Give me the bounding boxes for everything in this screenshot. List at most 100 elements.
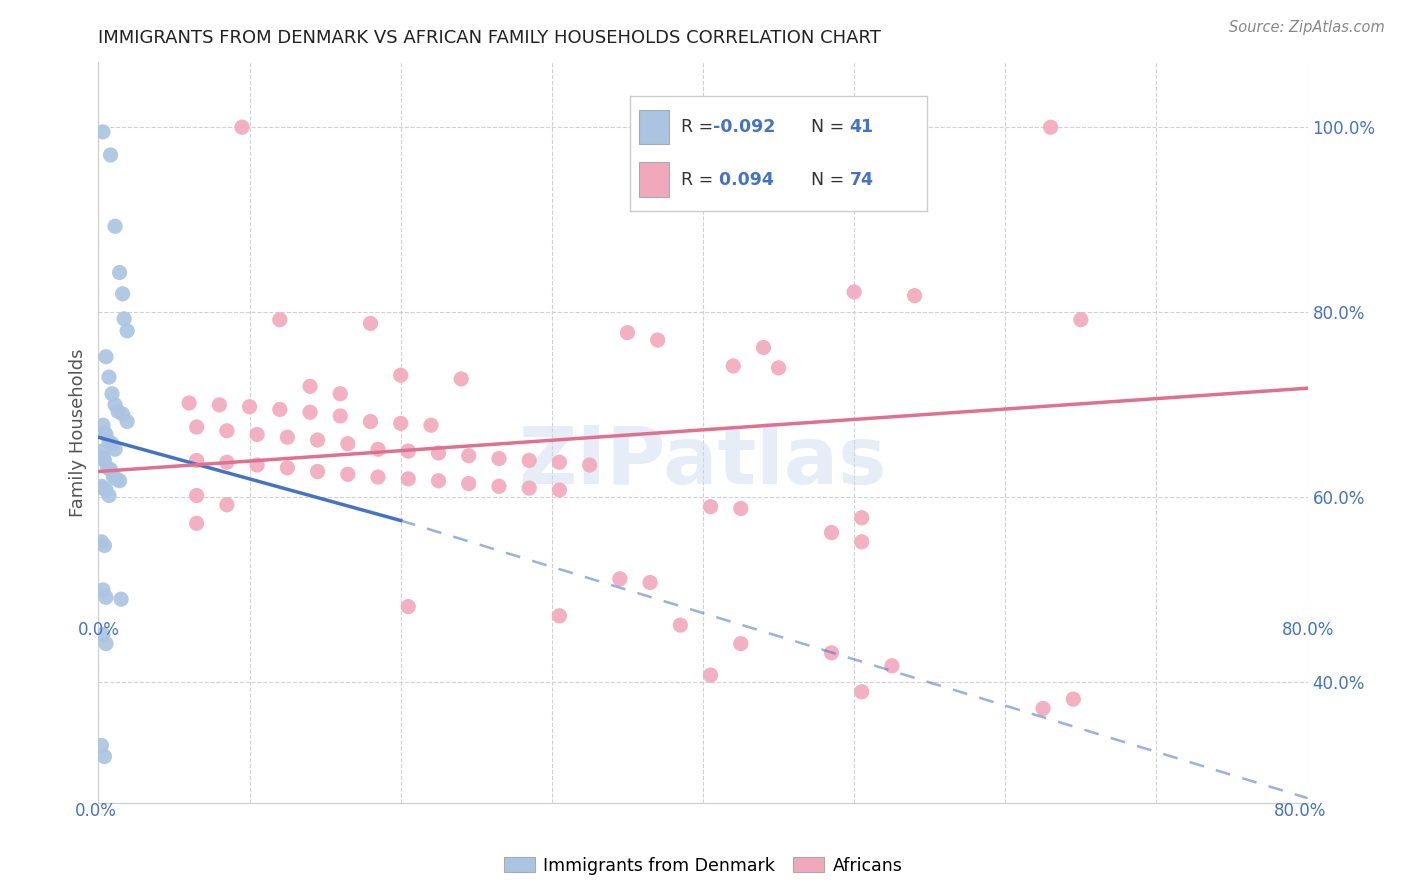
Point [1032, 701, 1054, 715]
Point [110, 592, 132, 607]
Point [1039, 120, 1062, 135]
Point [100, 462, 122, 476]
Point [1070, 312, 1092, 326]
Point [360, 317, 382, 331]
Text: ZIPatlas: ZIPatlas [519, 423, 887, 501]
Point [93, 539, 115, 553]
Point [367, 470, 389, 484]
Point [93, 453, 115, 467]
Point [186, 516, 208, 531]
Point [396, 599, 419, 614]
Point [105, 472, 128, 486]
Point [548, 608, 571, 623]
Point [276, 430, 298, 444]
Point [1062, 692, 1084, 706]
Point [450, 372, 472, 386]
Text: 80.0%: 80.0% [1281, 622, 1334, 640]
Point [186, 453, 208, 467]
Point [427, 474, 450, 488]
Point [699, 500, 721, 514]
Point [91, 125, 114, 139]
Point [548, 455, 571, 469]
Point [107, 404, 129, 418]
Point [299, 405, 322, 419]
Text: 80.0%: 80.0% [1274, 802, 1327, 820]
Point [488, 479, 510, 493]
Point [420, 418, 443, 433]
Point [94, 427, 117, 442]
Point [329, 386, 352, 401]
Point [108, 474, 131, 488]
Point [98, 370, 121, 384]
Point [336, 436, 359, 450]
Text: Source: ZipAtlas.com: Source: ZipAtlas.com [1229, 20, 1385, 35]
Point [186, 489, 208, 503]
Point [100, 148, 122, 162]
Legend: Immigrants from Denmark, Africans: Immigrants from Denmark, Africans [496, 850, 910, 881]
Point [90, 739, 112, 753]
Point [396, 472, 419, 486]
Text: 0.0%: 0.0% [77, 622, 120, 640]
Point [112, 311, 135, 326]
Point [844, 285, 866, 299]
Point [396, 444, 419, 458]
Point [517, 453, 540, 467]
Point [115, 415, 138, 429]
Point [851, 685, 873, 699]
Point [427, 446, 450, 460]
Point [111, 286, 134, 301]
Point [91, 418, 114, 433]
Point [103, 470, 125, 484]
Point [115, 324, 138, 338]
Point [820, 646, 842, 660]
Point [111, 407, 134, 421]
Point [104, 442, 127, 457]
Point [231, 120, 253, 135]
Point [307, 465, 329, 479]
Point [93, 425, 115, 440]
Point [94, 350, 117, 364]
Point [752, 341, 775, 355]
Text: IMMIGRANTS FROM DENMARK VS AFRICAN FAMILY HOUSEHOLDS CORRELATION CHART: IMMIGRANTS FROM DENMARK VS AFRICAN FAMIL… [98, 29, 882, 47]
Point [457, 449, 479, 463]
Point [609, 572, 631, 586]
Point [90, 444, 112, 458]
Point [98, 489, 121, 503]
Point [269, 312, 291, 326]
Point [101, 436, 124, 450]
Text: 0.0%: 0.0% [75, 802, 117, 820]
Point [737, 185, 759, 199]
Point [367, 442, 389, 457]
Point [647, 333, 669, 347]
Point [616, 326, 638, 340]
Point [94, 637, 117, 651]
Point [488, 451, 510, 466]
Point [548, 483, 571, 497]
Point [96, 460, 118, 475]
Point [94, 591, 117, 605]
Point [108, 266, 131, 280]
Point [246, 458, 269, 472]
Point [93, 749, 115, 764]
Point [299, 379, 322, 393]
Point [215, 498, 238, 512]
Point [208, 398, 231, 412]
Point [90, 534, 112, 549]
Point [98, 434, 121, 449]
Point [669, 618, 692, 632]
Point [215, 424, 238, 438]
Point [307, 433, 329, 447]
Point [269, 402, 291, 417]
Point [239, 400, 262, 414]
Point [904, 288, 927, 302]
Point [246, 427, 269, 442]
Point [104, 219, 127, 234]
Point [851, 534, 873, 549]
Point [730, 637, 752, 651]
Point [91, 627, 114, 641]
Point [768, 360, 790, 375]
Point [276, 460, 298, 475]
Point [851, 510, 873, 524]
Point [329, 409, 352, 423]
Point [91, 481, 114, 495]
